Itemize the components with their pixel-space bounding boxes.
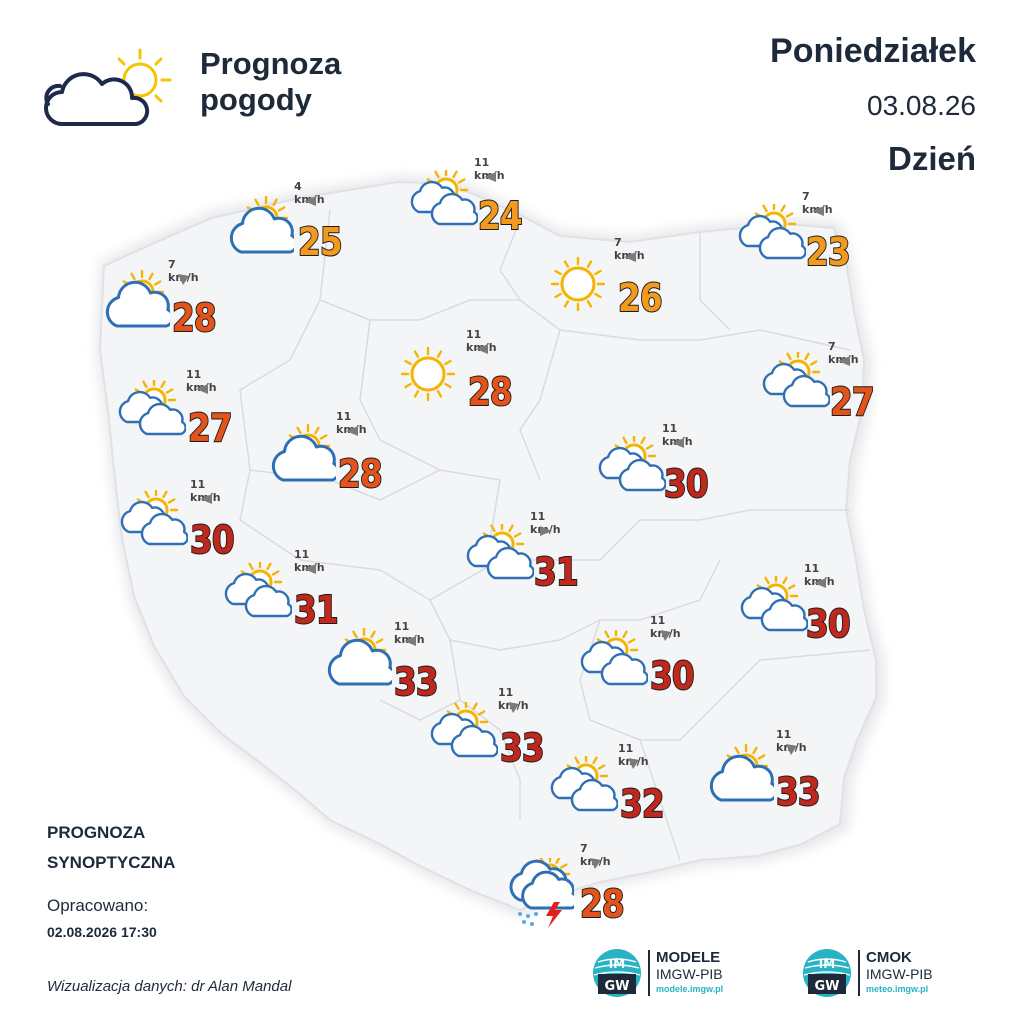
modele-logo-org: IMGW-PIB xyxy=(656,966,723,982)
wind-direction-arrow-icon xyxy=(474,342,490,361)
sun-clouds-icon xyxy=(594,433,667,505)
cmok-logo[interactable]: IM GW CMOK IMGW-PIB meteo.imgw.pl xyxy=(802,948,972,1000)
forecast-type: PROGNOZA SYNOPTYCZNA xyxy=(47,818,175,878)
imgw-logo-icon: IM GW xyxy=(803,949,851,997)
forecast-day: Poniedziałek xyxy=(770,32,976,70)
cmok-logo-org: IMGW-PIB xyxy=(866,966,933,982)
weather-logo-icon xyxy=(44,48,172,126)
imgw-mark-top: IM xyxy=(819,957,835,971)
temperature-label: 32 xyxy=(619,781,665,827)
sun-clouds-icon xyxy=(116,487,189,559)
sun-clouds-icon xyxy=(220,559,293,631)
app-title: Prognoza pogody xyxy=(200,46,341,118)
wind-direction-arrow-icon xyxy=(506,700,522,719)
wind-direction-arrow-icon xyxy=(176,272,192,291)
wind-direction-arrow-icon xyxy=(626,756,642,775)
temperature-label: 30 xyxy=(805,601,851,647)
temperature-label: 33 xyxy=(775,769,821,815)
imgw-mark-bottom: GW xyxy=(604,979,629,994)
sun-clouds-icon xyxy=(758,349,831,421)
temperature-label: 30 xyxy=(649,653,695,699)
sun-clouds-icon xyxy=(114,377,187,449)
sun-clouds-icon xyxy=(736,573,809,645)
wind-direction-arrow-icon xyxy=(658,628,674,647)
temperature-label: 25 xyxy=(297,219,343,265)
logo-divider xyxy=(858,950,860,996)
forecast-type-line1: PROGNOZA xyxy=(47,823,146,842)
temperature-label: 28 xyxy=(337,451,383,497)
sun-clouds-icon xyxy=(462,521,535,593)
wind-direction-arrow-icon xyxy=(622,250,638,269)
temperature-label: 27 xyxy=(829,379,875,425)
wind-direction-arrow-icon xyxy=(784,742,800,761)
temperature-label: 30 xyxy=(189,517,235,563)
sun-clouds-icon xyxy=(406,167,479,239)
sun-icon xyxy=(546,252,610,321)
temperature-label: 28 xyxy=(171,295,217,341)
temperature-label: 23 xyxy=(805,229,851,275)
wind-direction-arrow-icon xyxy=(194,382,210,401)
partly-cloudy-icon xyxy=(320,627,397,697)
cmok-logo-url: meteo.imgw.pl xyxy=(866,984,929,994)
wind-direction-arrow-icon xyxy=(482,170,498,189)
wind-direction-arrow-icon xyxy=(302,562,318,581)
modele-logo-url: modele.imgw.pl xyxy=(656,984,724,994)
forecast-period: Dzień xyxy=(887,140,976,177)
app-title-line1: Prognoza xyxy=(200,46,342,81)
thunderstorm-icon xyxy=(502,853,579,939)
modele-logo[interactable]: IM GW MODELE IMGW-PIB modele.imgw.pl xyxy=(592,948,762,1000)
logo-divider xyxy=(648,950,650,996)
temperature-label: 26 xyxy=(617,275,663,321)
imgw-mark-bottom: GW xyxy=(814,979,839,994)
visualization-credit: Wizualizacja danych: dr Alan Mandal xyxy=(47,978,292,995)
partly-cloudy-icon xyxy=(222,195,299,265)
wind-direction-arrow-icon xyxy=(670,436,686,455)
wind-direction-arrow-icon xyxy=(302,194,318,213)
temperature-label: 24 xyxy=(477,193,523,239)
prepared-date: 02.08.2026 17:30 xyxy=(47,924,157,940)
partly-cloudy-icon xyxy=(702,743,779,813)
temperature-label: 27 xyxy=(187,405,233,451)
wind-direction-arrow-icon xyxy=(402,634,418,653)
wind-direction-arrow-icon xyxy=(538,524,554,543)
forecast-type-line2: SYNOPTYCZNA xyxy=(47,853,176,872)
prepared-label: Opracowano: xyxy=(47,896,149,915)
temperature-label: 31 xyxy=(293,587,339,633)
partly-cloudy-icon xyxy=(98,269,175,339)
app-title-line2: pogody xyxy=(200,82,312,117)
sun-clouds-icon xyxy=(426,699,499,771)
wind-direction-arrow-icon xyxy=(588,856,604,875)
temperature-label: 30 xyxy=(663,461,709,507)
sun-icon xyxy=(396,342,460,411)
temperature-label: 31 xyxy=(533,549,579,595)
wind-direction-arrow-icon xyxy=(810,204,826,223)
sun-clouds-icon xyxy=(546,753,619,825)
imgw-logo-icon: IM GW xyxy=(593,949,641,997)
wind-direction-arrow-icon xyxy=(198,492,214,511)
temperature-label: 28 xyxy=(467,369,513,415)
wind-direction-arrow-icon xyxy=(812,576,828,595)
cmok-logo-name: CMOK xyxy=(866,949,912,966)
wind-direction-arrow-icon xyxy=(836,354,852,373)
wind-direction-arrow-icon xyxy=(344,424,360,443)
sun-clouds-icon xyxy=(734,201,807,273)
sun-clouds-icon xyxy=(576,627,649,699)
temperature-label: 33 xyxy=(393,659,439,705)
imgw-mark-top: IM xyxy=(609,957,625,971)
modele-logo-name: MODELE xyxy=(656,949,721,966)
temperature-label: 28 xyxy=(579,881,625,927)
partly-cloudy-icon xyxy=(264,423,341,493)
temperature-label: 33 xyxy=(499,725,545,771)
forecast-date: 03.08.26 xyxy=(867,90,976,121)
